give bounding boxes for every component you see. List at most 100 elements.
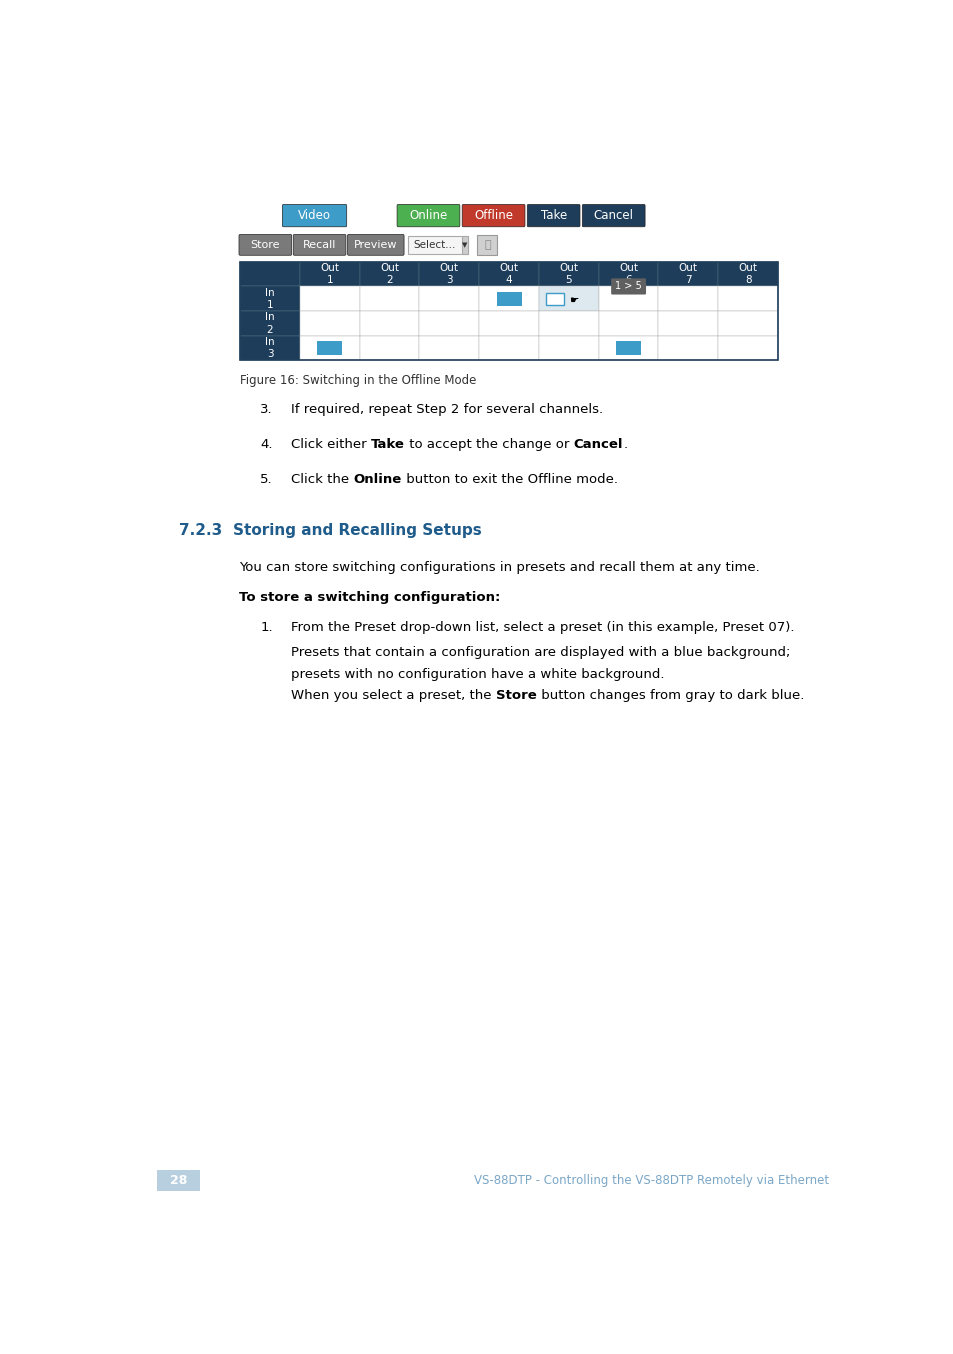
Bar [299,336,359,360]
Bar [478,287,538,311]
Bar [240,336,299,360]
Bar [616,341,640,355]
Text: Video: Video [297,209,331,222]
Text: 4.: 4. [260,439,273,451]
Text: Out
8: Out 8 [738,263,757,286]
Text: Out
7: Out 7 [679,263,698,286]
Bar [658,287,718,311]
FancyBboxPatch shape [527,204,579,226]
Bar [419,311,478,336]
Text: Store: Store [251,240,280,250]
Bar [240,287,299,311]
Bar [419,336,478,360]
FancyBboxPatch shape [461,204,524,226]
Bar [538,336,598,360]
Bar [598,336,658,360]
Text: Select...: Select... [413,240,455,250]
Bar [359,287,419,311]
Bar [598,287,658,311]
Bar [718,287,778,311]
Text: Online: Online [409,209,447,222]
Text: Take: Take [540,209,566,222]
Text: 3.: 3. [260,403,273,417]
Bar [299,311,359,336]
Bar [240,261,778,360]
Text: 1 > 5: 1 > 5 [615,282,641,291]
Text: Click the: Click the [291,473,354,486]
Bar [496,291,521,306]
FancyBboxPatch shape [407,236,468,255]
Bar [598,261,658,287]
Text: In
2: In 2 [265,313,274,334]
Text: Offline: Offline [474,209,513,222]
Text: Presets that contain a configuration are displayed with a blue background;: Presets that contain a configuration are… [291,646,790,659]
Text: 5.: 5. [260,473,273,486]
Text: .: . [622,439,627,451]
Bar [718,311,778,336]
Text: Click either: Click either [291,439,371,451]
Text: VS-88DTP - Controlling the VS-88DTP Remotely via Ethernet: VS-88DTP - Controlling the VS-88DTP Remo… [474,1174,828,1187]
Bar [545,292,563,305]
Bar [718,336,778,360]
Bar [538,311,598,336]
Bar [419,261,478,287]
Text: Storing and Recalling Setups: Storing and Recalling Setups [233,523,481,538]
Text: If required, repeat Step 2 for several channels.: If required, repeat Step 2 for several c… [291,403,603,417]
Text: Out
5: Out 5 [558,263,578,286]
Bar [598,311,658,336]
FancyBboxPatch shape [347,234,404,256]
Text: ☛: ☛ [568,295,578,305]
Text: Recall: Recall [303,240,335,250]
Bar [299,261,359,287]
Bar [419,287,478,311]
Bar [317,341,342,355]
Text: In
3: In 3 [265,337,274,359]
Text: button to exit the Offline mode.: button to exit the Offline mode. [401,473,618,486]
FancyBboxPatch shape [239,234,292,256]
Text: Preview: Preview [354,240,397,250]
Bar [476,234,497,255]
Bar [359,311,419,336]
FancyBboxPatch shape [282,204,346,226]
FancyBboxPatch shape [293,234,346,256]
Bar [157,1170,199,1192]
Text: 🔒: 🔒 [483,240,490,250]
Text: Figure 16: Switching in the Offline Mode: Figure 16: Switching in the Offline Mode [240,374,476,387]
Bar [478,311,538,336]
Text: Out
4: Out 4 [499,263,518,286]
Text: To store a switching configuration:: To store a switching configuration: [239,590,500,604]
Text: to accept the change or: to accept the change or [405,439,573,451]
Text: ▼: ▼ [461,242,467,248]
Text: You can store switching configurations in presets and recall them at any time.: You can store switching configurations i… [239,562,760,574]
FancyBboxPatch shape [581,204,644,226]
Text: button changes from gray to dark blue.: button changes from gray to dark blue. [537,689,803,703]
Text: Out
3: Out 3 [439,263,458,286]
Text: Store: Store [496,689,537,703]
Bar [461,236,468,255]
Text: From the Preset drop-down list, select a preset (in this example, Preset 07).: From the Preset drop-down list, select a… [291,621,794,635]
Text: Cancel: Cancel [573,439,622,451]
Bar [478,336,538,360]
Text: Take: Take [371,439,405,451]
FancyBboxPatch shape [396,204,459,226]
Bar [538,261,598,287]
Bar [718,261,778,287]
Text: 28: 28 [170,1174,187,1187]
Bar [658,261,718,287]
Text: Online: Online [354,473,401,486]
Bar [240,311,299,336]
Text: Cancel: Cancel [593,209,633,222]
Bar [658,336,718,360]
Bar [538,287,598,311]
Text: 1.: 1. [260,621,273,635]
Bar [359,336,419,360]
Text: In
1: In 1 [265,287,274,310]
Bar [658,311,718,336]
Text: Out
1: Out 1 [320,263,339,286]
Bar [359,261,419,287]
FancyBboxPatch shape [611,279,645,295]
Text: Out
2: Out 2 [379,263,398,286]
Text: Out
6: Out 6 [618,263,638,286]
Bar [478,261,538,287]
Bar [299,287,359,311]
